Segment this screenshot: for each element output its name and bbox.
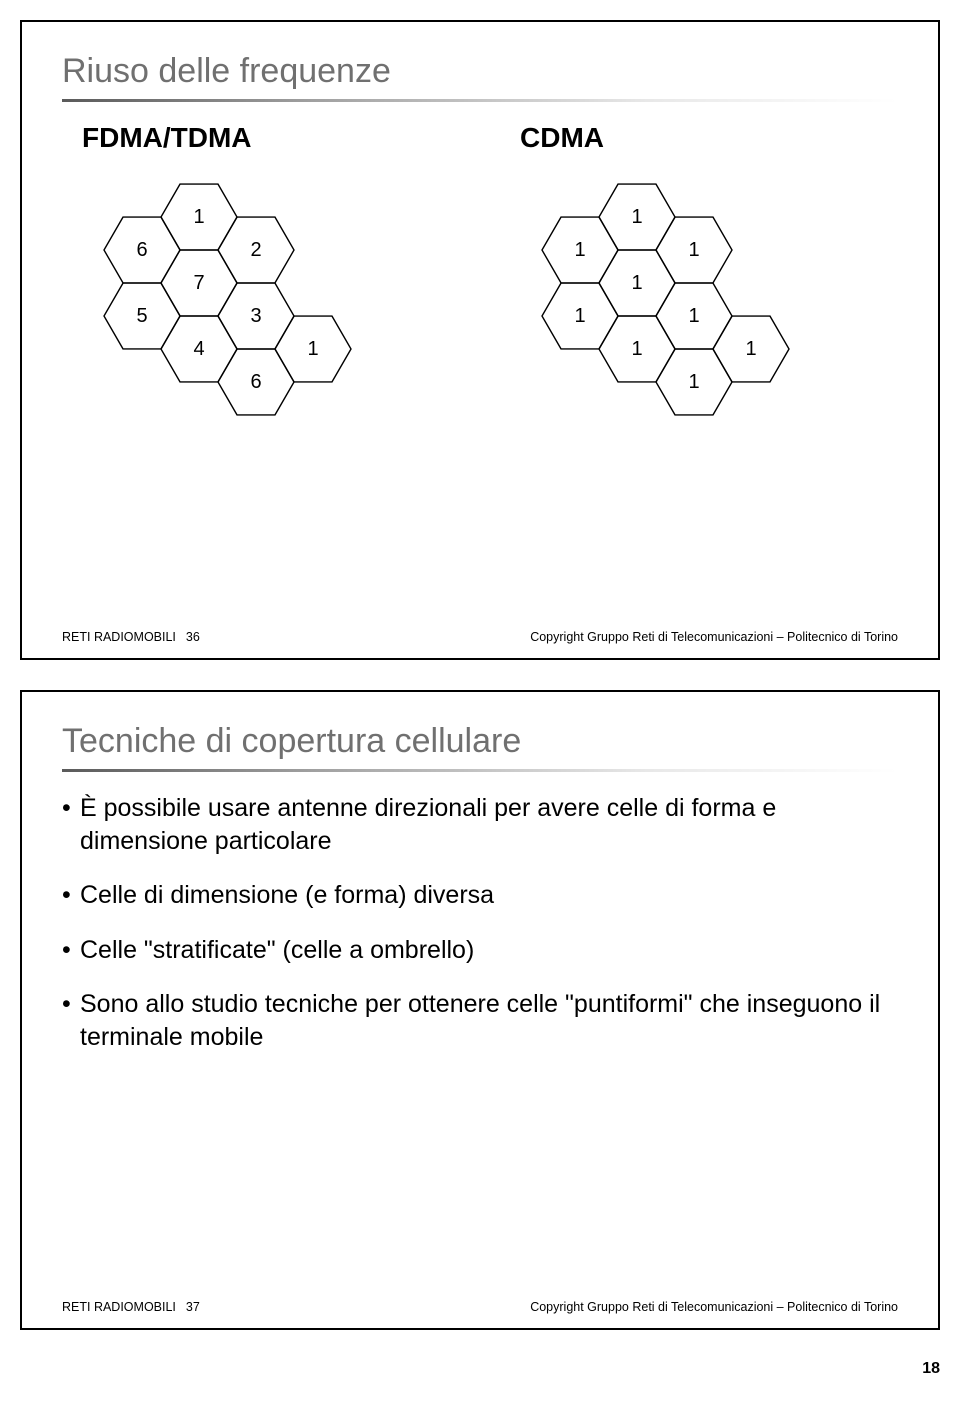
svg-text:1: 1 xyxy=(688,239,699,261)
footer-slide-number: 36 xyxy=(186,630,200,644)
svg-text:1: 1 xyxy=(193,206,204,228)
slide-1: Riuso delle frequenze FDMA/TDMA 16275341… xyxy=(20,20,940,660)
slide-2-title: Tecniche di copertura cellulare xyxy=(62,722,898,761)
svg-text:1: 1 xyxy=(307,338,318,360)
footer-course: RETI RADIOMOBILI xyxy=(62,1300,176,1314)
svg-text:1: 1 xyxy=(574,239,585,261)
col-fdma: FDMA/TDMA 1 6 2 7 5 3 4 1 6 xyxy=(82,122,460,428)
footer-copyright: Copyright Gruppo Reti di Telecomunicazio… xyxy=(530,630,898,644)
footer-slide-number: 37 xyxy=(186,1300,200,1314)
footer-course: RETI RADIOMOBILI xyxy=(62,630,176,644)
title-rule xyxy=(62,99,898,102)
svg-text:6: 6 xyxy=(136,239,147,261)
svg-text:5: 5 xyxy=(136,305,147,327)
slide-2: Tecniche di copertura cellulare È possib… xyxy=(20,690,940,1330)
col-cdma: CDMA 1 1 1 1 1 1 1 1 1 xyxy=(520,122,898,428)
col-fdma-header: FDMA/TDMA xyxy=(82,122,460,154)
hex-grid-cdma: 1 1 1 1 1 1 1 1 1 xyxy=(520,168,810,428)
svg-text:1: 1 xyxy=(745,338,756,360)
bullet-item: Celle di dimensione (e forma) diversa xyxy=(62,879,898,912)
footer-copyright: Copyright Gruppo Reti di Telecomunicazio… xyxy=(530,1300,898,1314)
col-cdma-header: CDMA xyxy=(520,122,898,154)
slide-1-columns: FDMA/TDMA 1 6 2 7 5 3 4 1 6 CDMA 1 1 1 1 1 1 1 1 1 xyxy=(62,122,898,428)
page-number: 18 xyxy=(20,1360,940,1378)
slide-2-footer: RETI RADIOMOBILI 37 Copyright Gruppo Ret… xyxy=(62,1300,898,1314)
slide-2-bullets: È possibile usare antenne direzionali pe… xyxy=(62,792,898,1053)
svg-text:2: 2 xyxy=(250,239,261,261)
svg-text:1: 1 xyxy=(631,272,642,294)
bullet-item: È possibile usare antenne direzionali pe… xyxy=(62,792,898,857)
svg-text:6: 6 xyxy=(250,371,261,393)
footer-left: RETI RADIOMOBILI 37 xyxy=(62,1300,200,1314)
title-rule xyxy=(62,769,898,772)
svg-text:1: 1 xyxy=(631,338,642,360)
bullet-item: Celle "stratificate" (celle a ombrello) xyxy=(62,934,898,967)
svg-text:3: 3 xyxy=(250,305,261,327)
svg-text:1: 1 xyxy=(688,305,699,327)
svg-text:1: 1 xyxy=(631,206,642,228)
svg-text:1: 1 xyxy=(688,371,699,393)
svg-text:1: 1 xyxy=(574,305,585,327)
hex-grid-fdma: 1 6 2 7 5 3 4 1 6 xyxy=(82,168,372,428)
svg-text:7: 7 xyxy=(193,272,204,294)
slide-1-footer: RETI RADIOMOBILI 36 Copyright Gruppo Ret… xyxy=(62,630,898,644)
bullet-item: Sono allo studio tecniche per ottenere c… xyxy=(62,988,898,1053)
slide-1-title: Riuso delle frequenze xyxy=(62,52,898,91)
svg-text:4: 4 xyxy=(193,338,204,360)
footer-left: RETI RADIOMOBILI 36 xyxy=(62,630,200,644)
